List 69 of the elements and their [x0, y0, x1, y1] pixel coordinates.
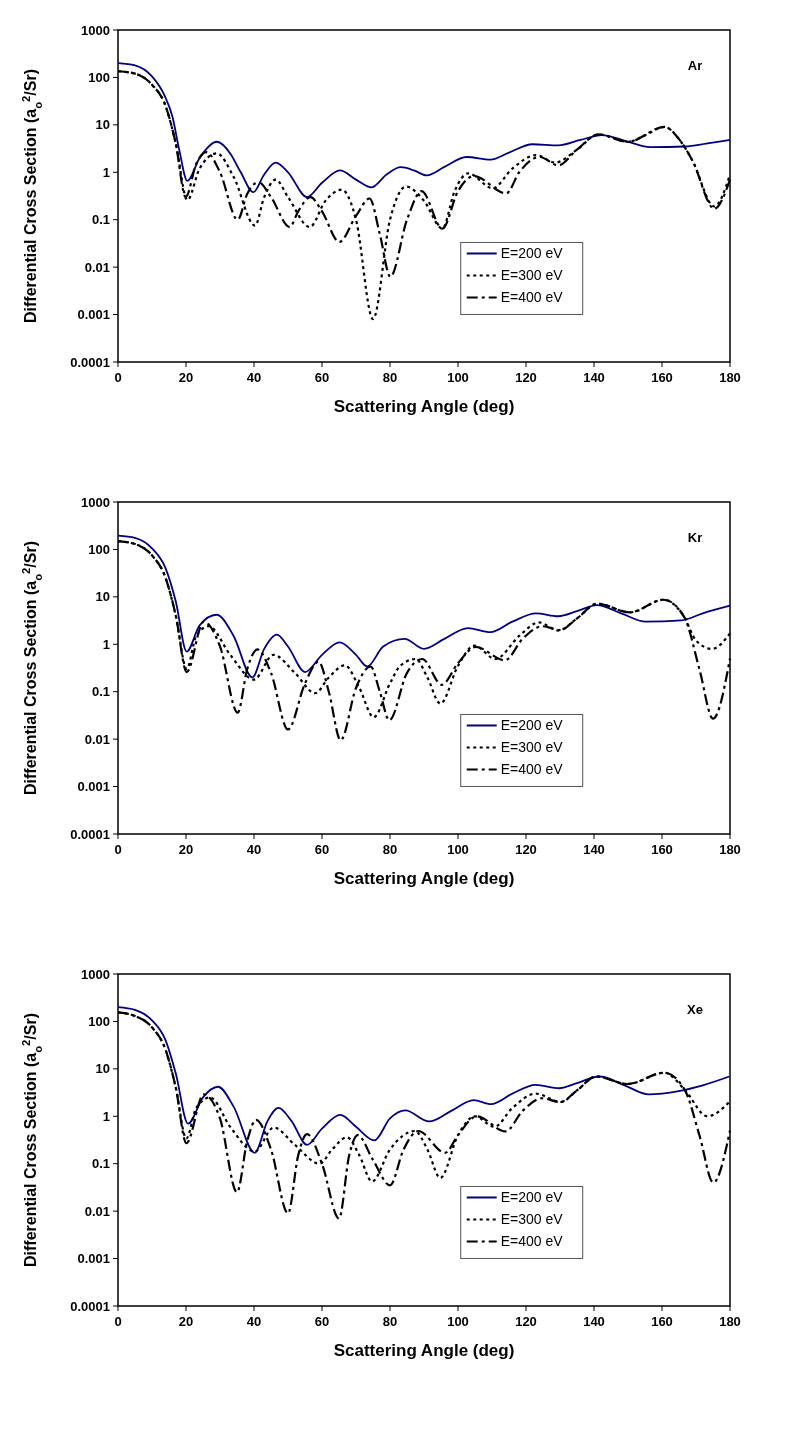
y-tick-label: 0.0001 [70, 826, 110, 842]
x-tick-label: 20 [178, 1314, 194, 1329]
x-tick-label: 180 [719, 842, 741, 857]
y-tick-label: 100 [88, 541, 110, 557]
y-tick-label: 0.0001 [70, 354, 110, 370]
y-tick-label: 1000 [81, 966, 110, 982]
x-tick-label: 180 [719, 370, 741, 385]
y-tick-label: 0.1 [91, 684, 110, 700]
annotation: Xe [687, 1002, 703, 1017]
x-axis-title: Scattering Angle (deg) [333, 397, 515, 416]
y-tick-label: 0.001 [77, 1251, 110, 1267]
y-tick-label: 0.001 [77, 307, 110, 323]
annotation: Ar [687, 58, 703, 73]
legend-label: E=400 eV [500, 289, 564, 306]
x-tick-label: 60 [314, 370, 330, 385]
x-tick-label: 40 [246, 1314, 262, 1329]
y-tick-label: 0.01 [84, 259, 110, 275]
x-tick-label: 80 [382, 370, 398, 385]
x-tick-label: 120 [515, 1314, 537, 1329]
x-tick-label: 180 [719, 1314, 741, 1329]
y-tick-label: 1000 [81, 22, 110, 38]
annotation: Kr [687, 530, 703, 545]
x-tick-label: 100 [447, 370, 469, 385]
x-axis-title: Scattering Angle (deg) [333, 869, 515, 888]
y-tick-label: 0.01 [84, 1203, 110, 1219]
x-tick-label: 100 [447, 842, 469, 857]
y-tick-label: 0.1 [91, 212, 110, 228]
x-tick-label: 20 [178, 842, 194, 857]
x-tick-label: 40 [246, 370, 262, 385]
x-tick-label: 40 [246, 842, 262, 857]
y-tick-label: 1 [102, 636, 110, 652]
x-tick-label: 80 [382, 842, 398, 857]
y-tick-label: 100 [88, 69, 110, 85]
y-tick-label: 10 [95, 117, 110, 133]
x-tick-label: 140 [583, 370, 605, 385]
x-tick-label: 0 [114, 842, 122, 857]
y-tick-label: 10 [95, 589, 110, 605]
y-tick-label: 0.01 [84, 731, 110, 747]
y-tick-label: 1 [102, 164, 110, 180]
y-tick-label: 0.0001 [70, 1298, 110, 1314]
legend-label: E=300 eV [500, 1211, 564, 1228]
y-tick-label: 10 [95, 1061, 110, 1077]
x-tick-label: 160 [651, 842, 673, 857]
x-axis-title: Scattering Angle (deg) [333, 1341, 515, 1360]
legend-label: E=400 eV [500, 761, 564, 778]
x-tick-label: 120 [515, 370, 537, 385]
y-tick-label: 0.001 [77, 779, 110, 795]
y-tick-label: 1000 [81, 494, 110, 510]
x-tick-label: 60 [314, 1314, 330, 1329]
x-tick-label: 160 [651, 370, 673, 385]
x-tick-label: 60 [314, 842, 330, 857]
y-tick-label: 1 [102, 1108, 110, 1124]
legend-label: E=300 eV [500, 739, 564, 756]
y-tick-label: 100 [88, 1013, 110, 1029]
legend-label: E=200 eV [500, 1189, 564, 1206]
x-tick-label: 140 [583, 842, 605, 857]
y-tick-label: 0.1 [91, 1156, 110, 1172]
x-tick-label: 80 [382, 1314, 398, 1329]
x-tick-label: 20 [178, 370, 194, 385]
legend-label: E=200 eV [500, 245, 564, 262]
x-tick-label: 120 [515, 842, 537, 857]
legend-label: E=300 eV [500, 267, 564, 284]
legend-label: E=400 eV [500, 1233, 564, 1250]
x-tick-label: 0 [114, 370, 122, 385]
x-tick-label: 100 [447, 1314, 469, 1329]
x-tick-label: 140 [583, 1314, 605, 1329]
x-tick-label: 0 [114, 1314, 122, 1329]
x-tick-label: 160 [651, 1314, 673, 1329]
legend-label: E=200 eV [500, 717, 564, 734]
